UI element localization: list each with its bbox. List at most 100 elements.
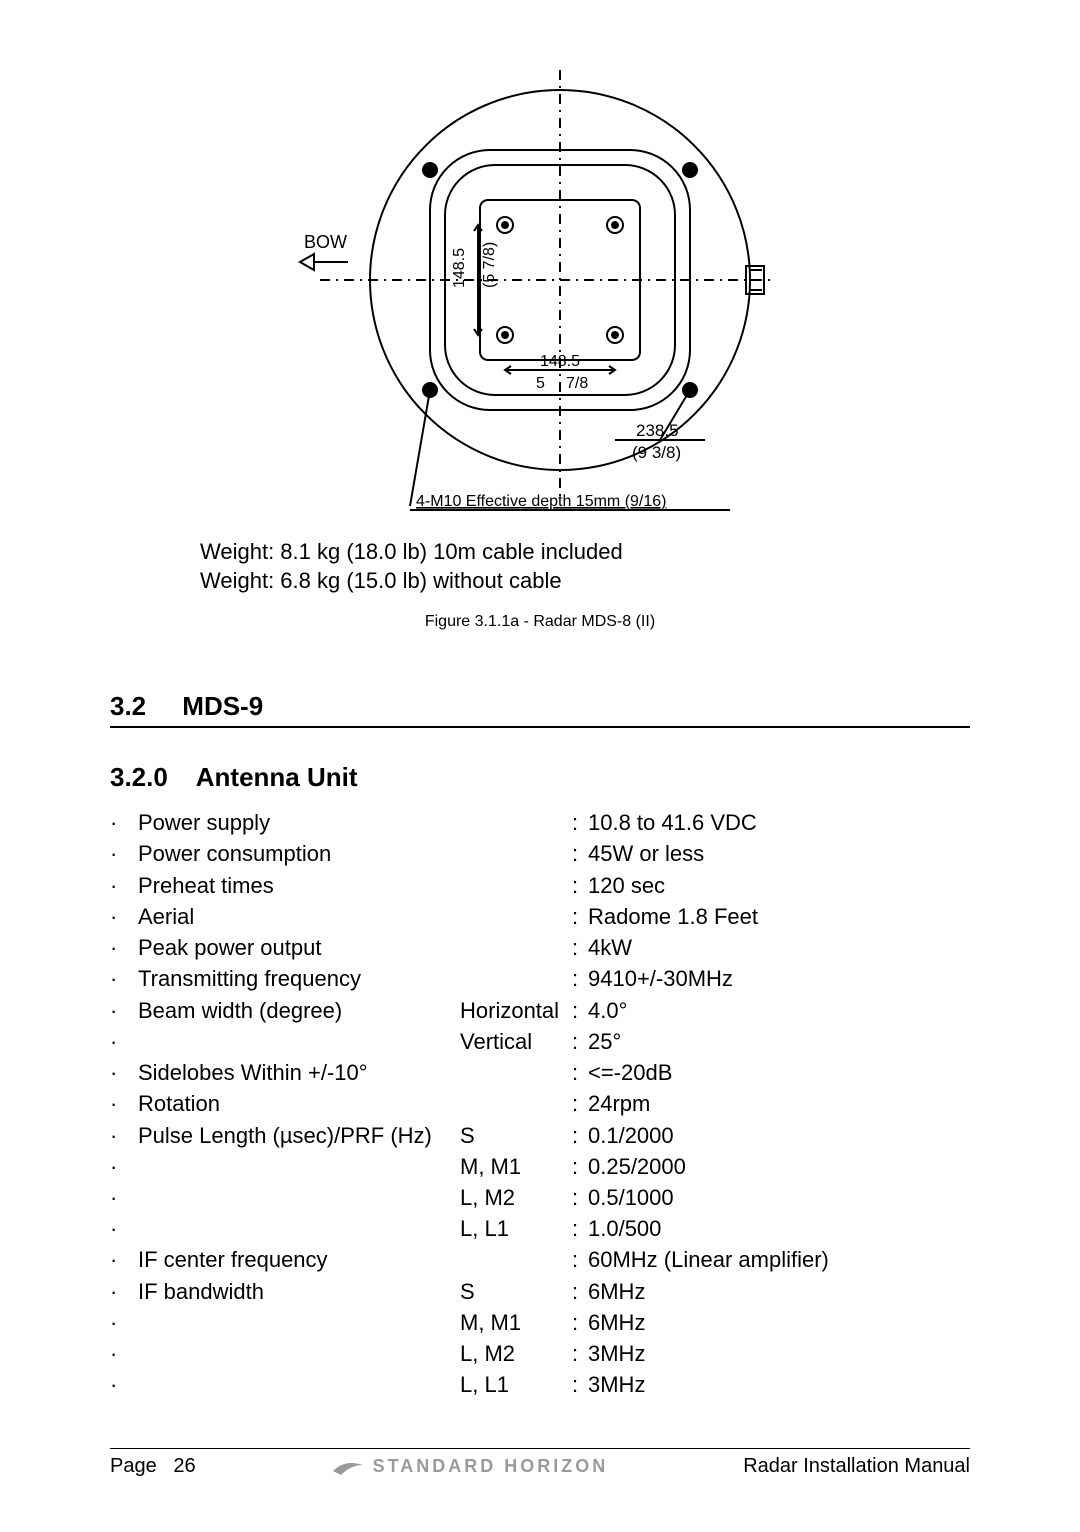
- spec-row: ·Preheat times: 120 sec: [110, 870, 970, 901]
- spec-mid: [460, 932, 572, 963]
- spec-colon: :: [572, 995, 588, 1026]
- spec-bullet: ·: [110, 963, 138, 994]
- spec-mid: L, L1: [460, 1213, 572, 1244]
- spec-bullet: ·: [110, 1244, 138, 1275]
- spec-label: [138, 1369, 460, 1400]
- spec-bullet: ·: [110, 932, 138, 963]
- spec-mid: S: [460, 1120, 572, 1151]
- spec-value: 45W or less: [588, 838, 970, 869]
- weight-lines: Weight: 8.1 kg (18.0 lb) 10m cable inclu…: [200, 538, 623, 595]
- spec-colon: :: [572, 1276, 588, 1307]
- spec-bullet: ·: [110, 1369, 138, 1400]
- spec-mid: L, L1: [460, 1369, 572, 1400]
- spec-mid: [460, 838, 572, 869]
- spec-bullet: ·: [110, 1182, 138, 1213]
- spec-bullet: ·: [110, 1276, 138, 1307]
- spec-row: ·L, L1: 1.0/500: [110, 1213, 970, 1244]
- spec-row: ·Aerial: Radome 1.8 Feet: [110, 901, 970, 932]
- spec-mid: L, M2: [460, 1182, 572, 1213]
- spec-value: 120 sec: [588, 870, 970, 901]
- brand-swoosh-icon: [331, 1457, 365, 1477]
- spec-value: <=-20dB: [588, 1057, 970, 1088]
- spec-bullet: ·: [110, 870, 138, 901]
- spec-mid: Horizontal: [460, 995, 572, 1026]
- spec-row: ·IF center frequency: 60MHz (Linear ampl…: [110, 1244, 970, 1275]
- spec-colon: :: [572, 870, 588, 901]
- spec-bullet: ·: [110, 807, 138, 838]
- spec-value: Radome 1.8 Feet: [588, 901, 970, 932]
- spec-value: 25°: [588, 1026, 970, 1057]
- spec-row: ·Power supply: 10.8 to 41.6 VDC: [110, 807, 970, 838]
- spec-label: Preheat times: [138, 870, 460, 901]
- spec-mid: [460, 807, 572, 838]
- spec-bullet: ·: [110, 1307, 138, 1338]
- spec-bullet: ·: [110, 1026, 138, 1057]
- spec-mid: M, M1: [460, 1307, 572, 1338]
- spec-row: ·M, M1: 0.25/2000: [110, 1151, 970, 1182]
- spec-colon: :: [572, 807, 588, 838]
- spec-colon: :: [572, 1182, 588, 1213]
- spec-colon: :: [572, 1120, 588, 1151]
- spec-row: ·L, L1: 3MHz: [110, 1369, 970, 1400]
- spec-row: · L, M2: 0.5/1000: [110, 1182, 970, 1213]
- spec-label: Peak power output: [138, 932, 460, 963]
- subsection-title: Antenna Unit: [196, 762, 358, 792]
- spec-label: [138, 1182, 460, 1213]
- spec-mid: [460, 1088, 572, 1119]
- spec-bullet: ·: [110, 1213, 138, 1244]
- dim-horizontal-sub-left: 5: [536, 375, 545, 392]
- spec-label: Power consumption: [138, 838, 460, 869]
- spec-row: ·Vertical: 25°: [110, 1026, 970, 1057]
- spec-value: 24rpm: [588, 1088, 970, 1119]
- spec-mid: Vertical: [460, 1026, 572, 1057]
- spec-label: Beam width (degree): [138, 995, 460, 1026]
- spec-label: Transmitting frequency: [138, 963, 460, 994]
- spec-label: [138, 1307, 460, 1338]
- spec-value: 60MHz (Linear amplifier): [588, 1244, 970, 1275]
- brand-logo: STANDARD HORIZON: [331, 1456, 609, 1477]
- spec-mid: [460, 870, 572, 901]
- spec-row: ·M, M1: 6MHz: [110, 1307, 970, 1338]
- spec-label: Aerial: [138, 901, 460, 932]
- section-heading: 3.2 MDS-9: [110, 691, 970, 728]
- dim-horizontal-sub-right: 7/8: [566, 375, 588, 392]
- figure-caption: Figure 3.1.1a - Radar MDS-8 (II): [110, 613, 970, 631]
- spec-label: [138, 1151, 460, 1182]
- spec-value: 0.5/1000: [588, 1182, 970, 1213]
- spec-row: ·L, M2: 3MHz: [110, 1338, 970, 1369]
- spec-value: 0.25/2000: [588, 1151, 970, 1182]
- radar-diagram-svg: BOW 148.5 (5 7/8) 148.5 5 7/8 238.5 (9 3…: [260, 70, 820, 530]
- spec-bullet: ·: [110, 1088, 138, 1119]
- spec-bullet: ·: [110, 995, 138, 1026]
- spec-label: [138, 1026, 460, 1057]
- spec-mid: [460, 1244, 572, 1275]
- spec-colon: :: [572, 1244, 588, 1275]
- page-label: Page: [110, 1455, 157, 1477]
- spec-row: ·Rotation: 24rpm: [110, 1088, 970, 1119]
- spec-value: 6MHz: [588, 1276, 970, 1307]
- page-number-block: Page 26: [110, 1455, 196, 1478]
- spec-colon: :: [572, 901, 588, 932]
- spec-row: ·Transmitting frequency: 9410+/-30MHz: [110, 963, 970, 994]
- spec-bullet: ·: [110, 1057, 138, 1088]
- spec-label: Sidelobes Within +/-10°: [138, 1057, 460, 1088]
- weight-line-2: Weight: 6.8 kg (15.0 lb) without cable: [200, 567, 623, 596]
- spec-value: 1.0/500: [588, 1213, 970, 1244]
- page-number: 26: [173, 1455, 195, 1477]
- spec-value: 10.8 to 41.6 VDC: [588, 807, 970, 838]
- spec-colon: :: [572, 963, 588, 994]
- bow-label: BOW: [304, 232, 347, 252]
- subsection-heading: 3.2.0 Antenna Unit: [110, 762, 970, 793]
- spec-row: ·Peak power output: 4kW: [110, 932, 970, 963]
- spec-value: 4.0°: [588, 995, 970, 1026]
- spec-label: IF center frequency: [138, 1244, 460, 1275]
- spec-bullet: ·: [110, 1338, 138, 1369]
- spec-bullet: ·: [110, 838, 138, 869]
- dim-vertical-main: 148.5: [451, 248, 468, 288]
- spec-colon: :: [572, 1369, 588, 1400]
- spec-mid: L, M2: [460, 1338, 572, 1369]
- dim-horizontal-main: 148.5: [540, 353, 580, 370]
- spec-colon: :: [572, 1338, 588, 1369]
- spec-colon: :: [572, 838, 588, 869]
- spec-colon: :: [572, 1088, 588, 1119]
